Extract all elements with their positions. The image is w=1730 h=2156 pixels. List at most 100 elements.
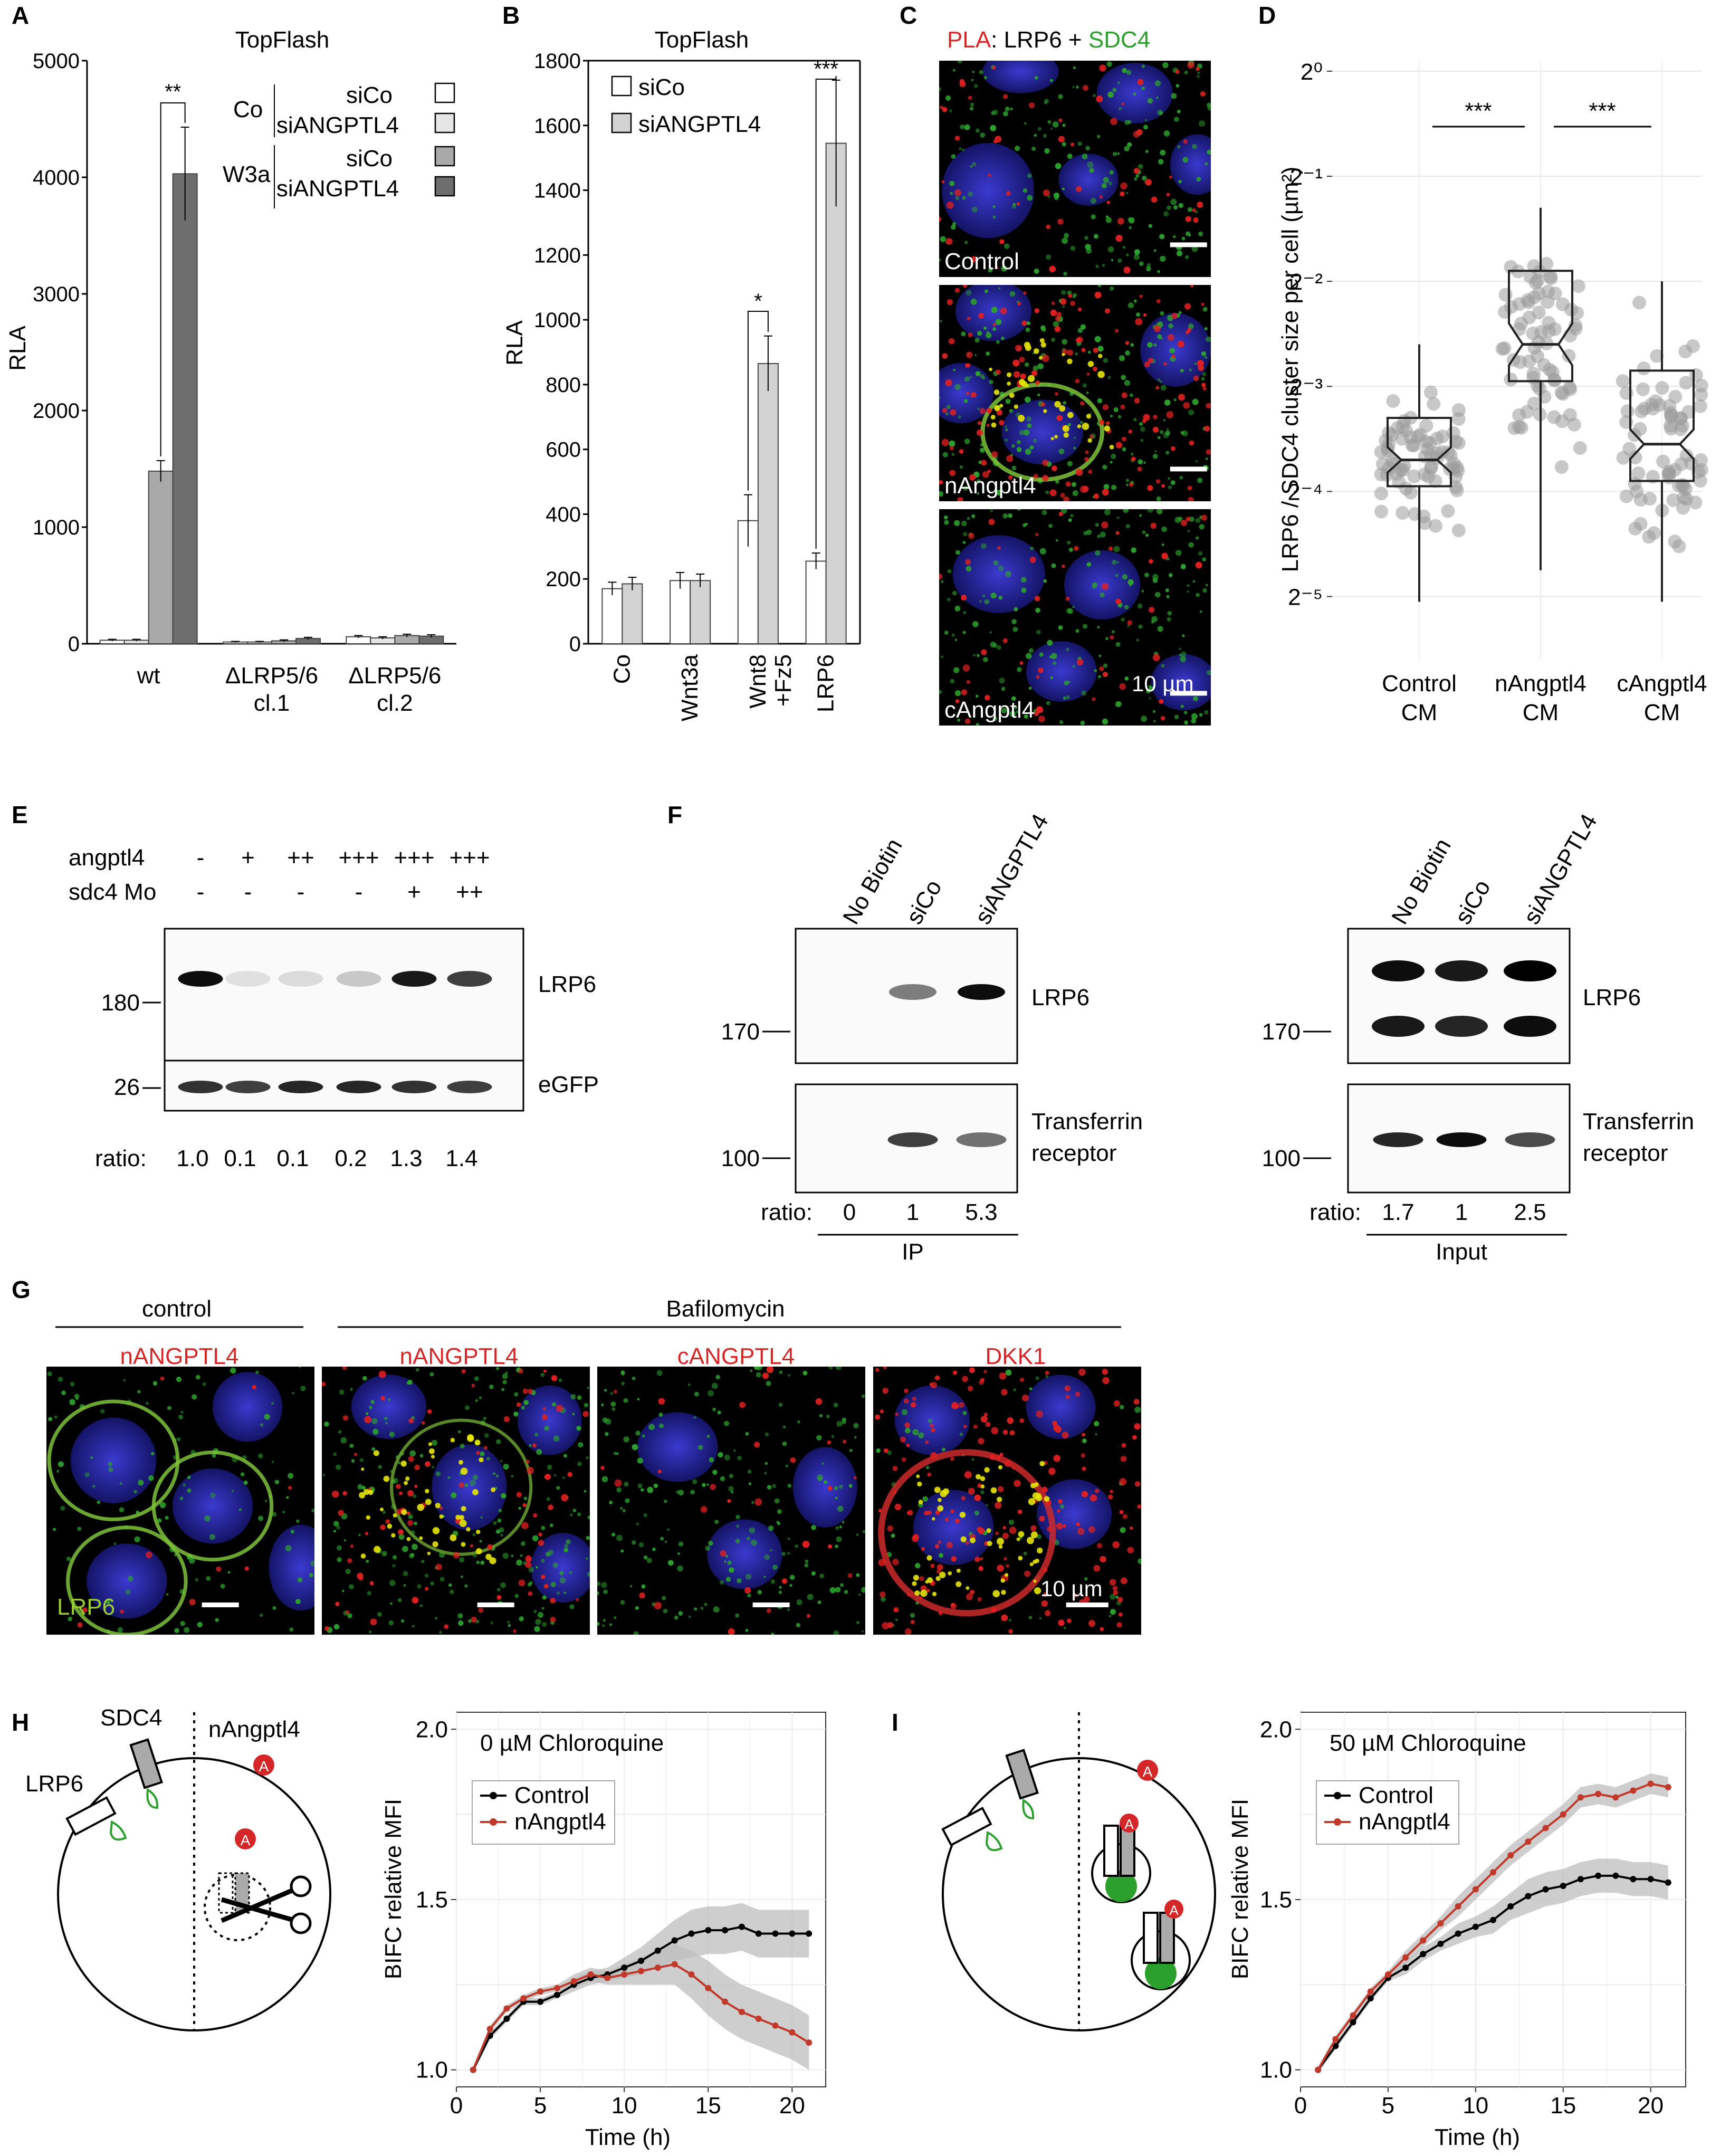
mic-g-1-r63 [407,1520,414,1526]
mic-c-nangptl4-r113 [995,369,1001,375]
mic-g-3-y6 [1030,1531,1038,1539]
mic-g-3-r35 [970,1589,975,1595]
e-row-1-val-0: - [197,879,205,905]
mic-g-3-r80 [989,1454,996,1460]
mic-c-cangptl4-r12 [988,519,995,525]
mic-g-3-r104 [979,1380,984,1385]
mic-c-nangptl4-g164 [1086,392,1089,394]
mic-g-1-g120 [388,1620,394,1626]
mic-g-1-g76 [507,1620,510,1624]
mic-g-0-g58 [187,1475,191,1480]
mic-c-cangptl4-r4 [1195,561,1202,569]
mic-g-1-g6 [540,1372,545,1377]
mic-g-2-g11 [728,1486,734,1492]
mic-c-cangptl4-r3 [1036,675,1040,679]
mic-c-control-g64 [1148,224,1153,228]
mic-c-control-r21 [1123,266,1131,274]
mic-c-nangptl4-r57 [1067,349,1074,356]
mic-g-3-r126 [1002,1532,1009,1539]
mic-g-3-r105 [1132,1435,1137,1440]
mic-g-0-nucleus-4 [269,1524,314,1611]
mic-g-0-g109 [54,1415,58,1419]
mic-c-nangptl4-r79 [999,420,1005,426]
mic-g-2-g21 [667,1560,674,1566]
mic-c-cangptl4-g182 [1180,656,1187,662]
mic-g-2-r19 [700,1506,708,1513]
mic-g-1-r50 [399,1491,403,1495]
mic-g-1-g85 [349,1444,354,1448]
point-d-2-33 [1633,517,1648,531]
mic-c-nangptl4-g118 [1158,378,1160,381]
mic-c-nangptl4-y19 [1087,438,1092,443]
mic-g-3-y31 [1029,1562,1034,1567]
mic-g-0-g96 [209,1534,216,1540]
mic-c-control-g94 [1197,71,1200,74]
i-endosome-1-burst-icon [1105,1871,1137,1902]
mic-g-0-g52 [192,1394,197,1400]
mic-g-3-g38 [1028,1616,1033,1619]
y-tick-label-d-0: 2⁰ [1301,59,1323,85]
mic-c-nangptl4-r53 [992,323,996,327]
mic-c-nangptl4-g198 [1053,321,1059,328]
mic-c-cangptl4-r42 [1150,522,1157,529]
mic-g-2-r27 [744,1587,751,1594]
mic-c-control-r42 [1058,136,1065,142]
mic-g-1-g198 [523,1400,529,1405]
panel-h-letter: H [12,1709,29,1736]
mic-c-nangptl4-g129 [1004,438,1008,442]
mic-g-2-g218 [767,1485,772,1490]
f-blot-label-1-1: Transferrin [1583,1109,1694,1134]
mic-g-1-y35 [363,1489,370,1495]
point-0-10 [1490,1916,1496,1923]
mic-g-1-g162 [569,1571,572,1575]
mic-g-1-y30 [439,1514,444,1519]
mic-g-0-g106 [108,1467,113,1473]
mic-g-3-r57 [935,1510,940,1515]
mic-g-1-g97 [500,1533,503,1537]
mic-g-2-g145 [708,1390,714,1397]
e-band-1-1 [225,1081,271,1093]
mic-g-3-r81 [882,1622,890,1630]
mic-g-3-r0 [1112,1586,1118,1591]
mic-g-0-g29 [176,1437,181,1442]
mic-c-cangptl4-g71 [1070,514,1074,518]
mic-c-cangptl4-g42 [981,543,987,549]
mic-g-1-g46 [511,1475,514,1478]
point-1-7 [1437,1920,1444,1927]
point-d-0-73 [1387,456,1401,471]
point-d-0-56 [1423,436,1437,450]
mic-g-2-g4 [839,1484,843,1489]
mic-g-0-g77 [127,1576,133,1582]
mic-g-2-g110 [737,1455,742,1461]
mic-g-0-g27 [197,1621,203,1628]
legend-a-w3a-sico: siCo [346,146,393,171]
point-1-14 [1560,1811,1566,1818]
mic-c-control-g84 [1196,177,1201,182]
point-d-1-57 [1504,373,1518,387]
mic-g-1-y1 [474,1439,481,1446]
mic-c-control-g143 [1167,205,1171,210]
mic-c-control-g165 [1105,215,1109,218]
mic-g-1-r3 [380,1396,386,1401]
mic-c-nangptl4-g217 [1074,437,1076,440]
mic-g-1-nucleus-1 [351,1375,427,1439]
mic-g-3-g3 [1059,1504,1065,1509]
mic-c-cangptl4-r10 [1115,531,1120,535]
mic-g-1-g164 [528,1582,532,1587]
mic-g-1-r82 [516,1492,522,1497]
mic-g-0-g119 [260,1423,264,1427]
mic-c-cangptl4-g14 [1199,524,1205,530]
mic-g-2-r26 [600,1465,605,1470]
mic-c-nangptl4-g11 [1061,290,1066,295]
mic-c-control-r16 [1145,179,1152,186]
mic-c-cangptl4-g208 [1039,548,1046,555]
mic-g-3-r3 [934,1375,940,1381]
mic-c-nangptl4-r93 [1121,436,1126,442]
mic-c-cangptl4-g37 [1112,559,1117,565]
mic-c-control-g140 [1095,264,1099,269]
mic-c-cangptl4-g3 [1191,713,1198,720]
mic-c-nangptl4-r9 [1177,340,1184,348]
mic-g-0 [46,1367,314,1635]
mic-c-nangptl4-y15 [1059,405,1066,412]
